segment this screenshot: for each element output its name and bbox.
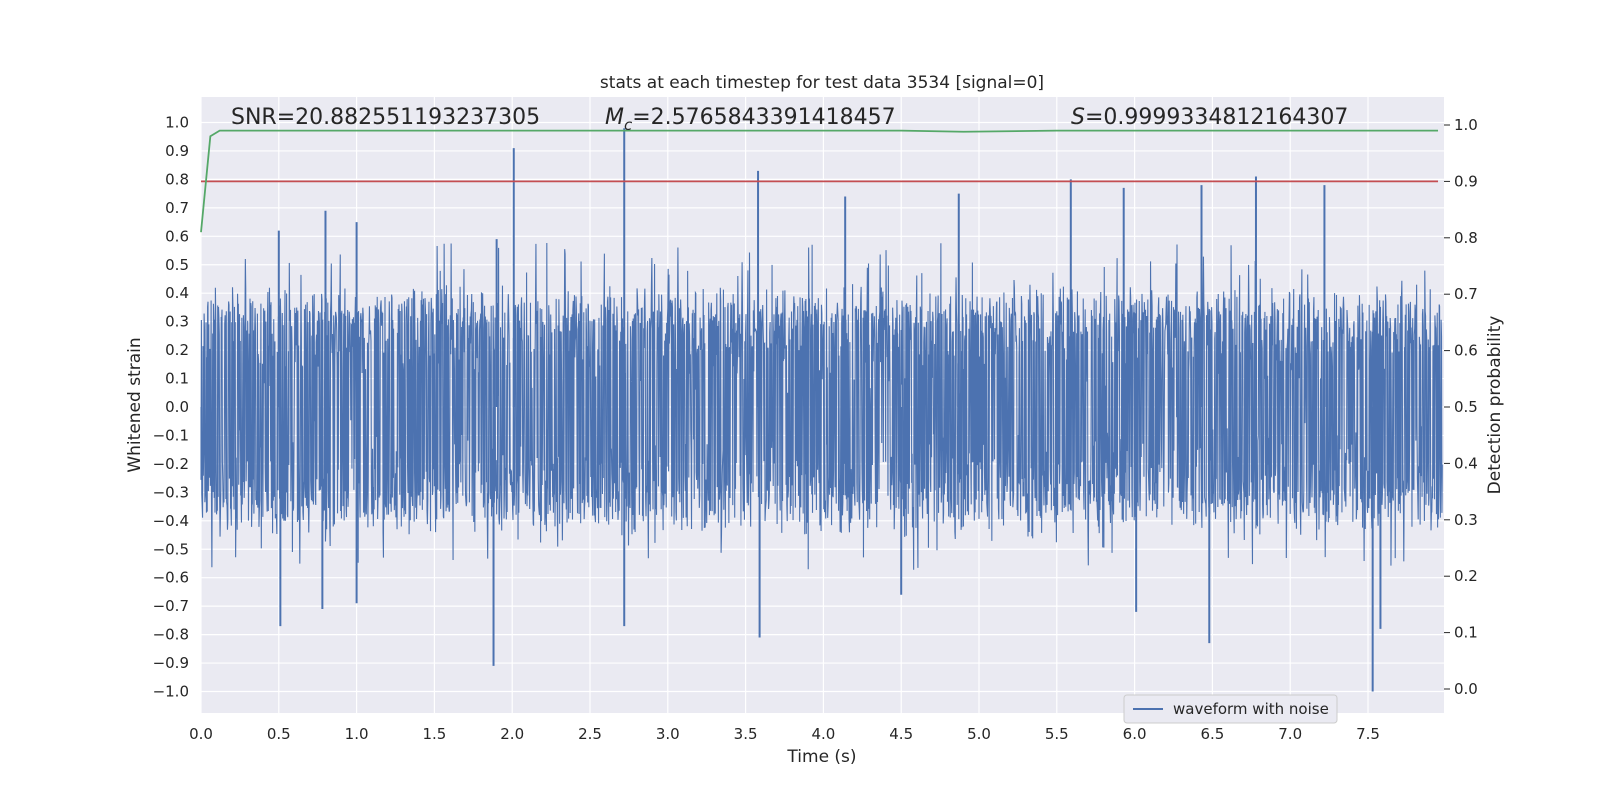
legend-box xyxy=(1123,694,1338,724)
x-tick-label: 5.0 xyxy=(967,725,991,743)
y2-tick-label: 0.3 xyxy=(1454,511,1478,529)
legend: waveform with noise xyxy=(1123,694,1338,724)
y-tick-label: 0.4 xyxy=(165,284,189,302)
x-tick-label: 7.5 xyxy=(1356,725,1380,743)
score-symbol: S xyxy=(1071,105,1085,130)
score-value: =0.9999334812164307 xyxy=(1085,105,1348,130)
y-tick-label: 0.0 xyxy=(165,398,189,416)
x-tick-label: 7.0 xyxy=(1278,725,1302,743)
y2-tick-label: 0.5 xyxy=(1454,398,1478,416)
x-tick-label: 3.5 xyxy=(734,725,758,743)
x-tick-label: 0.0 xyxy=(189,725,213,743)
y-axis-ticks: 1.0 0.9 0.8 0.7 0.6 0.5 0.4 0.3 0.2 0.1 0.0 −0.1 −0.… xyxy=(153,114,189,701)
y-tick-label: 0.9 xyxy=(165,142,189,160)
y-tick-label: 0.3 xyxy=(165,313,189,331)
x-tick-label: 3.0 xyxy=(656,725,680,743)
y-tick-label: 1.0 xyxy=(165,114,189,132)
y-axis-label: Whitened strain xyxy=(125,337,145,472)
y2-axis-ticks: 1.0 0.9 0.8 0.7 0.6 0.5 0.4 0.3 0.2 0.1 0.0 xyxy=(1444,116,1478,698)
detection-probability-line xyxy=(200,129,1439,233)
y-tick-label: −1.0 xyxy=(153,683,189,701)
y-tick-label: 0.2 xyxy=(165,341,189,359)
y-tick-label: 0.5 xyxy=(165,256,189,274)
y-tick-label: −0.5 xyxy=(153,540,189,558)
snr-annotation: SNR=20.882551193237305 xyxy=(231,105,540,130)
probability-series xyxy=(200,129,1439,233)
x-tick-label: 2.5 xyxy=(578,725,602,743)
y2-tick-label: 0.1 xyxy=(1454,624,1478,642)
chirp-mass-annotation: Mc=2.5765843391418457 xyxy=(605,105,896,134)
x-tick-label: 1.5 xyxy=(422,725,446,743)
y2-axis-label: Detection probability xyxy=(1485,316,1505,495)
y2-tick-label: 0.2 xyxy=(1454,567,1478,585)
x-tick-label: 2.0 xyxy=(500,725,524,743)
chirp-mass-symbol: M xyxy=(605,105,624,130)
y-tick-label: −0.1 xyxy=(153,426,189,444)
legend-label-waveform: waveform with noise xyxy=(1173,700,1329,718)
y-tick-label: 0.1 xyxy=(165,370,189,388)
x-tick-label: 5.5 xyxy=(1045,725,1069,743)
x-tick-label: 4.0 xyxy=(811,725,835,743)
y2-tick-label: 0.8 xyxy=(1454,229,1478,247)
x-tick-label: 0.5 xyxy=(267,725,291,743)
y2-tick-label: 0.6 xyxy=(1454,342,1478,360)
waveform-line xyxy=(200,243,1443,570)
x-tick-label: 4.5 xyxy=(889,725,913,743)
score-annotation: S=0.9999334812164307 xyxy=(1071,105,1348,130)
y2-tick-label: 0.9 xyxy=(1454,172,1478,190)
y-tick-label: −0.7 xyxy=(153,597,189,615)
y-tick-label: −0.6 xyxy=(153,569,189,587)
x-axis-ticks: 0.0 0.5 1.0 1.5 2.0 2.5 3.0 3.5 4.0 4.5 5.0 5.5 6.0 6… xyxy=(189,725,1380,743)
x-tick-label: 6.5 xyxy=(1200,725,1224,743)
y2-tick-label: 0.7 xyxy=(1454,285,1478,303)
y-tick-label: −0.3 xyxy=(153,483,189,501)
chirp-mass-value: =2.5765843391418457 xyxy=(632,105,895,130)
y2-tick-label: 1.0 xyxy=(1454,116,1478,134)
y-tick-label: −0.2 xyxy=(153,455,189,473)
y2-tick-label: 0.4 xyxy=(1454,454,1478,472)
chart-title: stats at each timestep for test data 353… xyxy=(600,73,1044,93)
chirp-mass-subscript: c xyxy=(624,116,633,134)
y2-tick-label: 0.0 xyxy=(1454,680,1478,698)
y-tick-label: −0.8 xyxy=(153,626,189,644)
y-tick-label: −0.4 xyxy=(153,512,189,530)
y-tick-label: 0.6 xyxy=(165,227,189,245)
x-tick-label: 6.0 xyxy=(1123,725,1147,743)
waveform-series xyxy=(200,128,1443,692)
y-tick-label: −0.9 xyxy=(153,654,189,672)
x-tick-label: 1.0 xyxy=(345,725,369,743)
x-axis-label: Time (s) xyxy=(786,747,856,767)
y-tick-label: 0.8 xyxy=(165,170,189,188)
y-tick-label: 0.7 xyxy=(165,199,189,217)
